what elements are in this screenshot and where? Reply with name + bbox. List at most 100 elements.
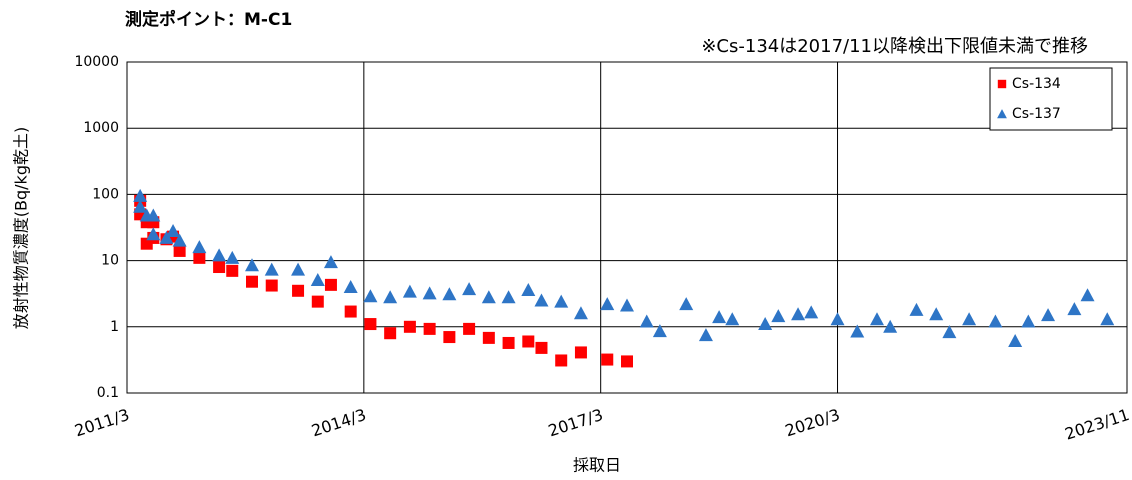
- plot-area: [126, 61, 1128, 394]
- data-point: [621, 355, 633, 368]
- data-point: [212, 248, 227, 262]
- data-point: [463, 322, 476, 335]
- data-point: [1008, 334, 1023, 348]
- data-point: [324, 278, 337, 291]
- legend-label: Cs-134: [1012, 76, 1061, 92]
- legend-box: [989, 67, 1113, 131]
- y-tick-label: 10: [101, 253, 119, 269]
- data-point: [1100, 312, 1115, 326]
- y-tick-label: 1: [110, 319, 119, 335]
- data-point: [343, 279, 358, 293]
- data-point: [1021, 314, 1036, 328]
- data-point: [443, 331, 456, 344]
- data-point: [193, 251, 206, 264]
- data-point: [213, 261, 226, 274]
- data-point: [442, 287, 457, 301]
- data-point: [133, 199, 148, 213]
- y-tick-label: 100: [92, 186, 119, 202]
- data-point: [310, 272, 325, 286]
- data-point: [402, 284, 417, 298]
- data-point: [521, 282, 536, 296]
- data-point: [929, 307, 944, 321]
- data-point: [146, 227, 161, 241]
- legend-marker: [997, 109, 1007, 119]
- data-point: [482, 331, 495, 344]
- data-point: [988, 314, 1003, 328]
- data-point: [291, 262, 306, 276]
- data-point: [870, 312, 884, 326]
- data-point: [311, 295, 324, 308]
- data-point: [652, 324, 667, 338]
- data-point: [323, 255, 338, 269]
- chart-title: 測定ポイント：M-C1: [125, 9, 292, 30]
- data-point: [942, 325, 957, 339]
- data-point: [173, 244, 186, 257]
- x-tick-label: 2017/3: [546, 405, 605, 440]
- data-point: [225, 250, 240, 264]
- data-point: [192, 240, 207, 254]
- data-point: [363, 289, 378, 303]
- annotation: ※Cs-134は2017/11以降検出下限値未満で推移: [701, 36, 1088, 57]
- data-point: [601, 353, 614, 366]
- data-point: [422, 286, 437, 300]
- data-point: [850, 324, 865, 338]
- data-point: [883, 319, 898, 333]
- data-point: [712, 310, 727, 324]
- data-point: [620, 298, 634, 312]
- data-point: [481, 290, 496, 304]
- y-tick-label: 0.1: [97, 385, 119, 401]
- data-point: [265, 279, 278, 292]
- data-point: [909, 302, 924, 316]
- y-tick-label: 10000: [74, 54, 119, 70]
- data-point: [639, 314, 654, 328]
- data-point: [383, 290, 398, 304]
- data-point: [159, 230, 174, 244]
- data-point: [133, 188, 148, 202]
- data-point: [554, 294, 569, 308]
- x-tick-label: 2014/3: [309, 405, 368, 440]
- data-point: [600, 297, 615, 311]
- data-point: [502, 336, 515, 349]
- data-point: [830, 312, 845, 326]
- data-point: [535, 341, 548, 354]
- data-point: [522, 335, 535, 348]
- data-point: [698, 328, 713, 342]
- data-point: [166, 223, 181, 237]
- y-tick-label: 1000: [83, 120, 119, 136]
- data-point: [1067, 302, 1082, 316]
- data-point: [146, 208, 161, 222]
- x-axis-label: 採取日: [573, 456, 621, 475]
- data-point: [501, 290, 516, 304]
- data-point: [264, 262, 279, 276]
- data-point: [344, 305, 357, 318]
- data-point: [226, 264, 239, 277]
- data-point: [1041, 308, 1056, 322]
- data-point: [292, 284, 305, 297]
- data-point: [555, 354, 568, 367]
- data-point: [573, 306, 588, 320]
- data-point: [574, 346, 587, 359]
- y-axis-label: 放射性物質濃度(Bq/kg乾土): [12, 127, 31, 329]
- data-point: [245, 258, 259, 272]
- data-point: [423, 322, 436, 335]
- data-point: [725, 312, 740, 326]
- data-point: [1080, 288, 1095, 302]
- legend-label: Cs-137: [1012, 106, 1061, 122]
- data-point: [462, 282, 477, 296]
- legend-marker: [997, 79, 1007, 89]
- data-point: [962, 312, 977, 326]
- x-tick-label: 2020/3: [783, 405, 842, 440]
- data-point: [758, 317, 773, 331]
- data-point: [364, 318, 377, 331]
- data-point: [771, 309, 786, 323]
- data-point: [534, 293, 549, 307]
- data-point: [679, 297, 694, 311]
- data-point: [246, 275, 258, 288]
- data-point: [403, 320, 416, 333]
- x-tick-label: 2023/11: [1063, 405, 1132, 444]
- data-point: [804, 305, 819, 319]
- data-point: [791, 307, 806, 321]
- data-point: [384, 327, 397, 340]
- x-tick-label: 2011/3: [72, 405, 131, 440]
